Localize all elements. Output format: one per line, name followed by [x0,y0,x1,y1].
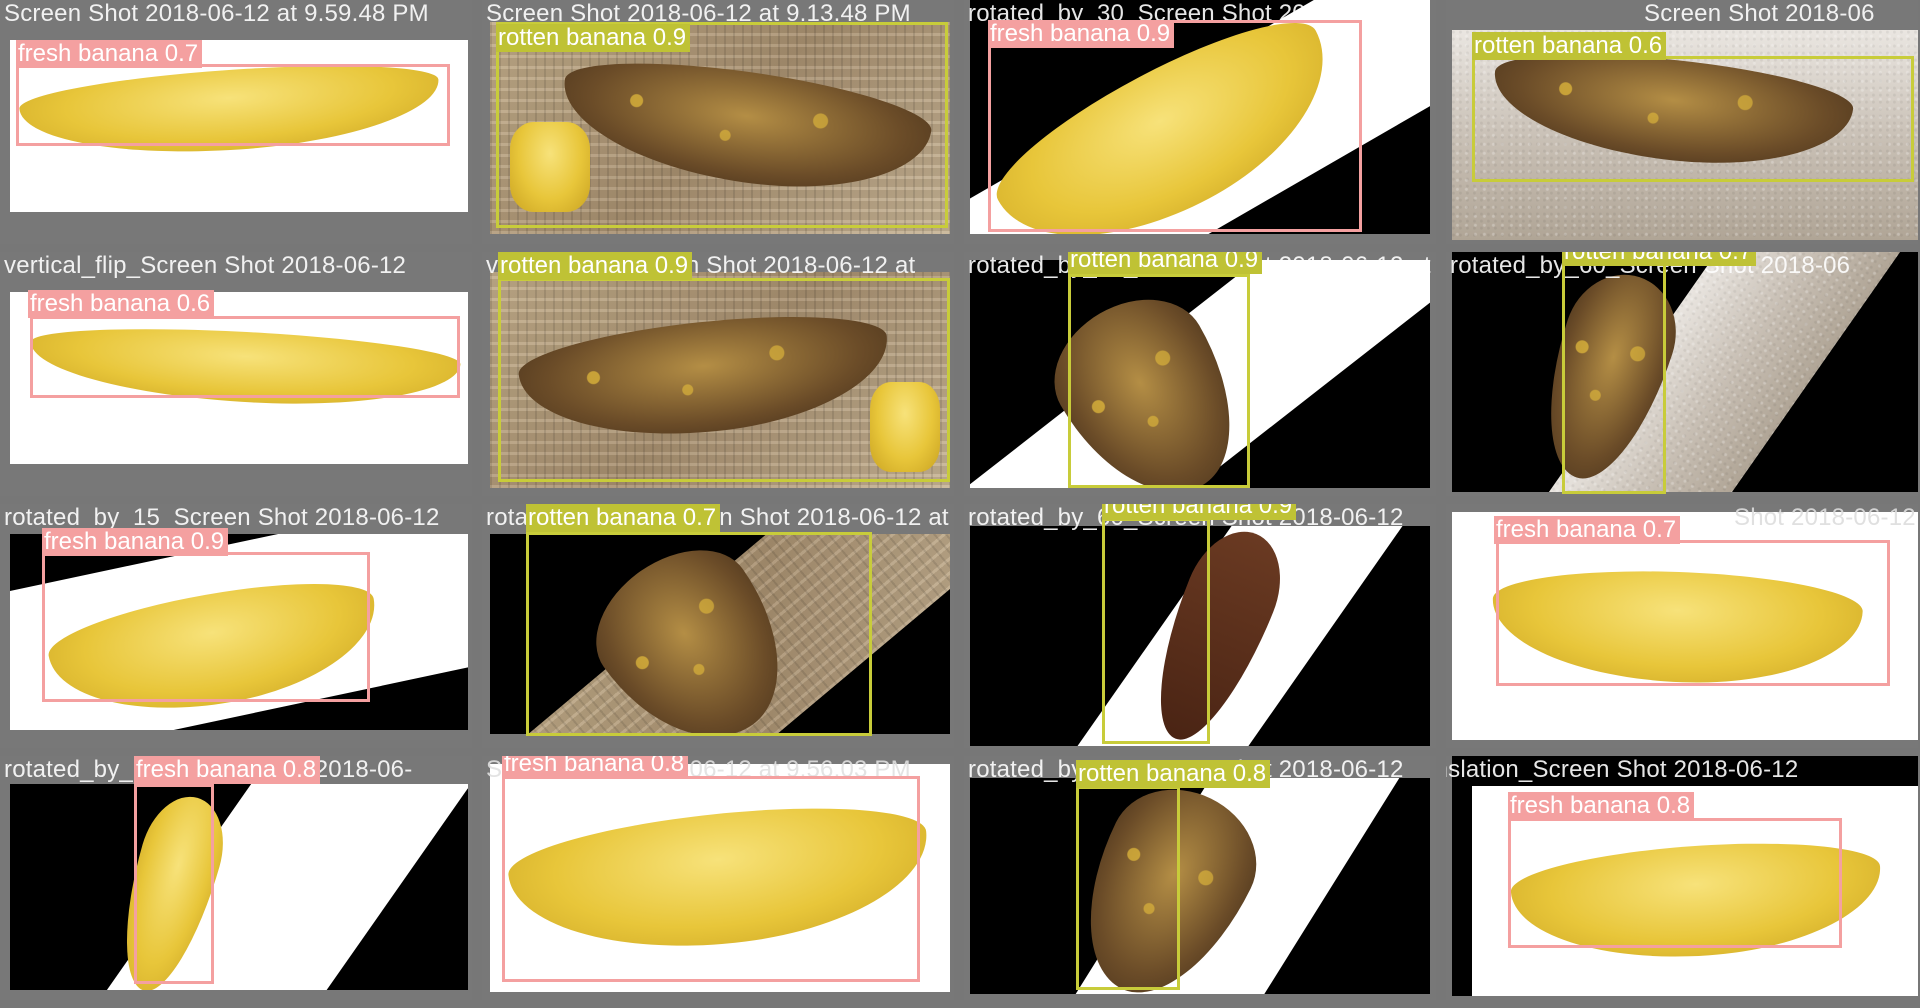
detection-label: rotten banana 0.9 [1068,252,1263,274]
detection-box [502,776,920,982]
image-tile: rotated_by_15_Screen Shot 2018-06-12 fre… [0,504,472,748]
image-filename: Shot 2018-06-12 [1734,504,1916,531]
image-tile: rotated_by_60_Screen Shot 2018-06-12 rot… [964,504,1436,748]
image-tile: rotated_by_60_Screen Shot 2018-06 rotten… [1446,252,1918,496]
detection-label: fresh banana 0.8 [134,756,321,784]
image-tile: rotated_by_45_Screen Shot 2018-06-12 at … [964,252,1436,496]
image-area [970,526,1430,746]
detection-box [496,22,948,228]
detection-label: rotten banana 0.9 [498,252,693,280]
detection-box [30,316,460,398]
image-area [10,784,468,990]
detection-box [1068,274,1250,488]
detection-box [526,532,872,736]
image-area [1452,30,1918,240]
detection-label: fresh banana 0.6 [28,290,215,318]
detection-label: rotten banana 0.8 [1076,760,1271,788]
image-tile: rotated_by_30_Screen Shot 2018-06-12 rot… [964,756,1436,1000]
detection-label: fresh banana 0.8 [502,756,689,778]
detection-label: fresh banana 0.7 [16,40,203,68]
detection-box [498,278,950,482]
image-filename: vertical_flip_Screen Shot 2018-06-12 [4,252,407,279]
image-filename: Screen Shot 2018-06 [1644,0,1875,27]
detection-box [1076,786,1180,990]
detection-label: fresh banana 0.7 [1494,516,1681,544]
image-tile: Shot 2018-06-12 fresh banana 0.7 [1446,504,1918,748]
image-tile: rotated_by_60_Screen Shot 2018-06- fresh… [0,756,472,1000]
image-area [10,40,468,212]
image-area [490,22,950,234]
image-area [490,764,950,992]
detection-label: fresh banana 0.9 [988,20,1175,48]
detection-label: rotten banana 0.7 [526,504,721,532]
detection-box [988,20,1362,232]
image-filename: Screen Shot 2018-06-12 at 9.59.48 PM [4,0,429,27]
image-tile: Screen Shot 2018-06 rotten banana 0.6 [1446,0,1918,244]
image-area [490,272,950,488]
detection-label: fresh banana 0.9 [42,528,229,556]
image-area [10,534,468,730]
detection-box [1496,540,1890,686]
detection-box [1472,56,1914,182]
image-area [1452,512,1918,740]
detection-label: fresh banana 0.8 [1508,792,1695,820]
detection-box [42,552,370,702]
image-area [490,534,950,734]
image-tile: translation_Screen Shot 2018-06-12 fresh… [1446,756,1918,1000]
image-tile: Screen Shot 2018-06-12 at 9.59.48 PM fre… [0,0,472,244]
detection-box [1102,518,1210,744]
image-area [10,292,468,464]
image-tile: Screen Shot 2018-06-12 at 9.56.03 PM fre… [482,756,954,1000]
detection-box [16,64,450,146]
detection-box [1508,818,1842,948]
detection-label: rotten banana 0.6 [1472,32,1667,60]
image-area [1452,756,1918,996]
image-tile: rotated_by_45_Screen Shot 2018-06-12 at … [482,504,954,748]
image-tile: rotated_by_30_Screen Shot 2018-06- fresh… [964,0,1436,244]
image-area [970,260,1430,488]
detection-label: rotten banana 0.9 [496,24,691,52]
detection-box [134,784,214,984]
image-filename: translation_Screen Shot 2018-06-12 [1446,756,1799,783]
image-tile: vertical_flip_Screen Shot 2018-06-12 fre… [0,252,472,496]
image-area [970,778,1430,994]
banana-stem-image [510,122,590,212]
image-filename: rotated_by_15_Screen Shot 2018-06-12 [4,504,440,531]
banana-stem-image [870,382,940,472]
image-tile: vertical_flip_Screen Shot 2018-06-12 at … [482,252,954,496]
detection-box [1562,262,1666,494]
image-area [1452,252,1918,492]
detection-label: rotten banana 0.9 [1102,504,1297,520]
detection-label: rotten banana 0.7 [1562,252,1757,266]
image-tile: Screen Shot 2018-06-12 at 9.13.48 PM rot… [482,0,954,244]
